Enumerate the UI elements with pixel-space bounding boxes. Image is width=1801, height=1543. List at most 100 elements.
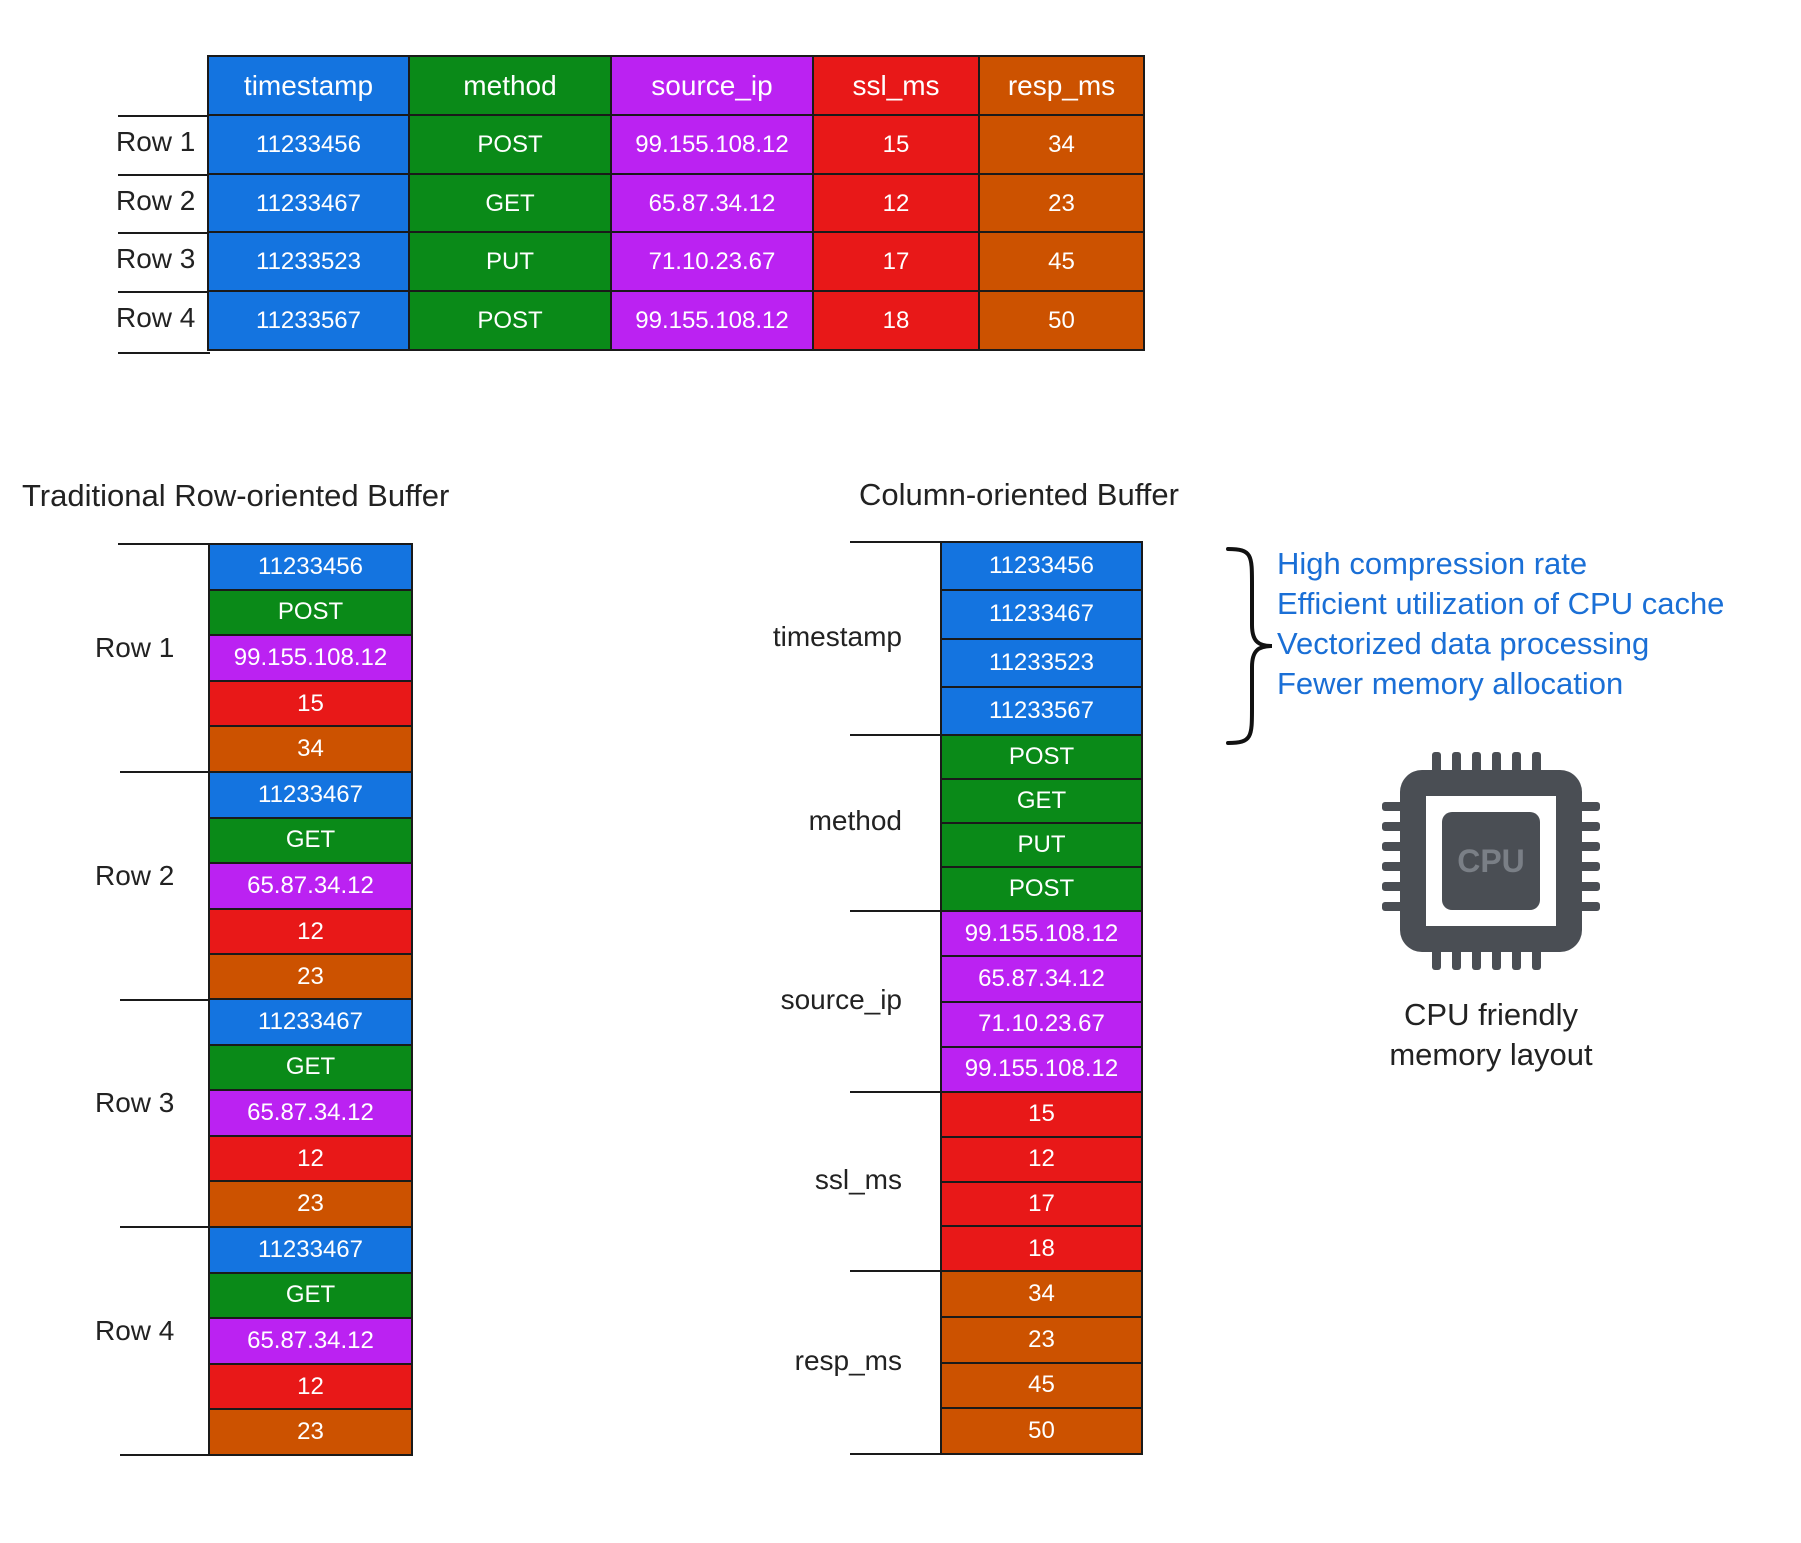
cpu-caption: CPU friendly memory layout bbox=[1341, 995, 1641, 1075]
row-buffer-divider bbox=[120, 771, 210, 773]
cpu-chip-label: CPU bbox=[1442, 843, 1540, 880]
row-buffer-cell: 11233456 bbox=[208, 543, 413, 591]
row-buffer-cell: 12 bbox=[208, 908, 413, 956]
column-buffer-cell: 34 bbox=[940, 1270, 1143, 1318]
column-buffer-divider bbox=[850, 541, 942, 543]
row-buffer-cell: 15 bbox=[208, 680, 413, 728]
table-row-label: Row 2 bbox=[116, 185, 195, 217]
table-cell: 11233456 bbox=[207, 114, 410, 175]
column-buffer-cell: POST bbox=[940, 866, 1143, 912]
column-buffer-cell: GET bbox=[940, 778, 1143, 824]
table-cell: 99.155.108.12 bbox=[610, 290, 814, 351]
row-buffer-cell: POST bbox=[208, 589, 413, 637]
row-buffer-cell: 34 bbox=[208, 725, 413, 773]
curly-brace-icon bbox=[1222, 545, 1282, 747]
table-row-label: Row 1 bbox=[116, 126, 195, 158]
row-buffer-divider bbox=[120, 1454, 210, 1456]
column-buffer-cell: 17 bbox=[940, 1181, 1143, 1228]
column-buffer-cell: 11233567 bbox=[940, 686, 1143, 736]
table-row-divider bbox=[118, 291, 210, 293]
table-cell: 11233567 bbox=[207, 290, 410, 351]
benefit-item: Efficient utilization of CPU cache bbox=[1277, 586, 1724, 622]
column-buffer-divider bbox=[850, 910, 942, 912]
column-buffer-divider bbox=[850, 1270, 942, 1272]
row-buffer-divider bbox=[120, 999, 210, 1001]
row-buffer-divider bbox=[120, 1226, 210, 1228]
table-header-source-ip: source_ip bbox=[610, 55, 814, 117]
table-header-method: method bbox=[408, 55, 612, 117]
column-buffer-cell: 11233456 bbox=[940, 541, 1143, 591]
column-buffer-cell: 71.10.23.67 bbox=[940, 1001, 1143, 1048]
table-cell: 99.155.108.12 bbox=[610, 114, 814, 175]
row-buffer-cell: 11233467 bbox=[208, 998, 413, 1046]
table-row-label: Row 4 bbox=[116, 302, 195, 334]
table-cell: 71.10.23.67 bbox=[610, 231, 814, 292]
table-header-ssl-ms: ssl_ms bbox=[812, 55, 980, 117]
column-buffer-cell: 11233467 bbox=[940, 589, 1143, 639]
table-cell: 17 bbox=[812, 231, 980, 292]
benefit-item: Vectorized data processing bbox=[1277, 626, 1649, 662]
column-buffer-divider bbox=[850, 1091, 942, 1093]
row-buffer-cell: 65.87.34.12 bbox=[208, 1317, 413, 1365]
table-cell: 65.87.34.12 bbox=[610, 173, 814, 234]
row-buffer-cell: 12 bbox=[208, 1135, 413, 1183]
table-cell: POST bbox=[408, 114, 612, 175]
table-row-label: Row 3 bbox=[116, 243, 195, 275]
row-buffer-row-label: Row 3 bbox=[95, 1087, 174, 1119]
table-cell: 45 bbox=[978, 231, 1145, 292]
row-buffer-cell: 11233467 bbox=[208, 771, 413, 819]
cpu-caption-line1: CPU friendly bbox=[1341, 995, 1641, 1035]
table-row-divider bbox=[118, 232, 210, 234]
row-buffer-cell: 11233467 bbox=[208, 1226, 413, 1274]
column-buffer-group-label: ssl_ms bbox=[815, 1164, 902, 1196]
row-buffer-cell: 23 bbox=[208, 1180, 413, 1228]
table-cell: GET bbox=[408, 173, 612, 234]
row-buffer-title: Traditional Row-oriented Buffer bbox=[22, 478, 449, 514]
row-buffer-cell: 99.155.108.12 bbox=[208, 634, 413, 682]
table-cell: 11233467 bbox=[207, 173, 410, 234]
table-cell: 12 bbox=[812, 173, 980, 234]
column-buffer-cell: 50 bbox=[940, 1407, 1143, 1455]
column-buffer-divider bbox=[850, 1453, 942, 1455]
benefit-item: Fewer memory allocation bbox=[1277, 666, 1623, 702]
column-buffer-cell: 23 bbox=[940, 1316, 1143, 1364]
column-buffer-cell: 99.155.108.12 bbox=[940, 910, 1143, 957]
column-buffer-divider bbox=[850, 734, 942, 736]
table-cell: POST bbox=[408, 290, 612, 351]
cpu-caption-line2: memory layout bbox=[1341, 1035, 1641, 1075]
column-buffer-cell: 15 bbox=[940, 1091, 1143, 1138]
column-buffer-cell: POST bbox=[940, 734, 1143, 780]
benefit-item: High compression rate bbox=[1277, 546, 1587, 582]
column-buffer-cell: 99.155.108.12 bbox=[940, 1046, 1143, 1093]
row-buffer-cell: 23 bbox=[208, 1408, 413, 1456]
table-cell: PUT bbox=[408, 231, 612, 292]
row-buffer-cell: 65.87.34.12 bbox=[208, 1089, 413, 1137]
row-buffer-divider bbox=[118, 543, 210, 545]
table-cell: 34 bbox=[978, 114, 1145, 175]
row-buffer-row-label: Row 4 bbox=[95, 1315, 174, 1347]
table-cell: 15 bbox=[812, 114, 980, 175]
row-buffer-row-label: Row 2 bbox=[95, 860, 174, 892]
row-buffer-cell: GET bbox=[208, 1272, 413, 1320]
row-buffer-cell: GET bbox=[208, 1044, 413, 1092]
row-buffer-row-label: Row 1 bbox=[95, 632, 174, 664]
table-row-divider bbox=[118, 174, 210, 176]
row-buffer-cell: 23 bbox=[208, 953, 413, 1001]
column-buffer-title: Column-oriented Buffer bbox=[859, 477, 1179, 513]
table-cell: 23 bbox=[978, 173, 1145, 234]
column-buffer-group-label: timestamp bbox=[773, 621, 902, 653]
column-buffer-cell: 45 bbox=[940, 1362, 1143, 1410]
column-buffer-group-label: source_ip bbox=[781, 984, 902, 1016]
column-buffer-group-label: resp_ms bbox=[795, 1345, 902, 1377]
table-cell: 11233523 bbox=[207, 231, 410, 292]
table-row-divider bbox=[118, 352, 210, 354]
row-buffer-cell: 65.87.34.12 bbox=[208, 862, 413, 910]
table-cell: 18 bbox=[812, 290, 980, 351]
column-buffer-cell: 12 bbox=[940, 1136, 1143, 1183]
table-cell: 50 bbox=[978, 290, 1145, 351]
column-buffer-cell: PUT bbox=[940, 822, 1143, 868]
column-buffer-cell: 11233523 bbox=[940, 638, 1143, 688]
column-buffer-group-label: method bbox=[809, 805, 902, 837]
table-header-resp-ms: resp_ms bbox=[978, 55, 1145, 117]
row-buffer-cell: 12 bbox=[208, 1363, 413, 1411]
